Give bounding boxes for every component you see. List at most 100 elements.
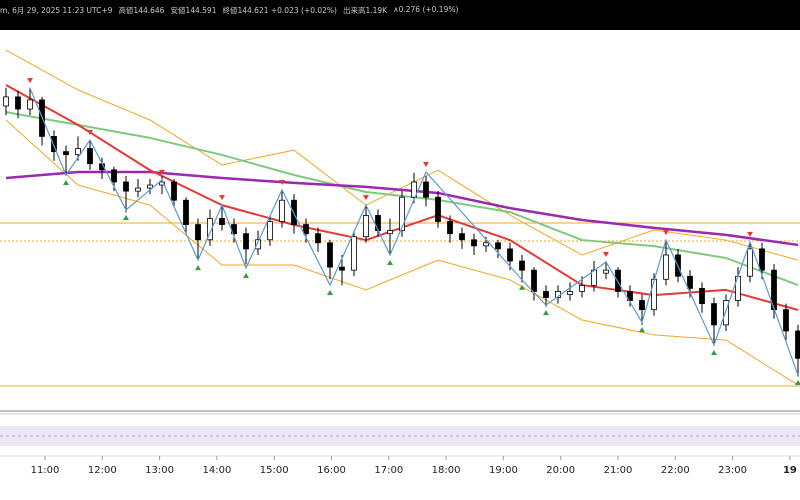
candle-body <box>147 184 153 189</box>
candle-body <box>447 221 453 235</box>
candle-body <box>543 291 549 298</box>
peak-marker <box>423 161 429 167</box>
candle-body <box>459 233 465 241</box>
candle-body <box>387 230 393 235</box>
header-time: m, 6月 29, 2025 11:23 UTC+9 <box>0 6 113 15</box>
candle-body <box>195 224 201 241</box>
candle-body <box>483 242 489 247</box>
indicator-line <box>5 119 799 386</box>
peak-marker <box>747 231 753 237</box>
candle-body <box>27 99 33 110</box>
candle-body <box>207 218 213 241</box>
header-bar: m, 6月 29, 2025 11:23 UTC+9 高値144.646 安値1… <box>0 0 800 30</box>
candle-body <box>87 148 93 165</box>
trough-marker <box>387 259 393 265</box>
candle-body <box>399 196 405 232</box>
candle-body <box>435 196 441 222</box>
candle-body <box>135 187 141 192</box>
candle-body <box>303 224 309 235</box>
candle-body <box>651 278 657 311</box>
candle-body <box>711 303 717 326</box>
candle-body <box>15 96 21 110</box>
x-tick-label: 19:00 <box>489 465 518 476</box>
candle-body <box>411 181 417 198</box>
peak-marker <box>279 179 285 185</box>
candle-body <box>423 181 429 198</box>
candle-body <box>507 248 513 262</box>
header-range: ∧0.276 (+0.19%) <box>393 5 459 14</box>
x-tick-label: 20:00 <box>546 465 575 476</box>
candle-body <box>171 181 177 201</box>
candle-body <box>639 300 645 311</box>
candle-body <box>3 96 9 107</box>
candle-body <box>783 309 789 332</box>
x-tick-label: 23:00 <box>718 465 747 476</box>
indicator-line <box>5 170 799 247</box>
trough-marker <box>123 214 129 220</box>
candle-body <box>723 300 729 326</box>
candle-body <box>315 233 321 244</box>
candle-body <box>183 199 189 225</box>
candle-body <box>267 221 273 241</box>
trough-marker <box>327 290 333 296</box>
candle-body <box>279 199 285 222</box>
candle-body <box>579 284 585 292</box>
x-tick-label: 18:00 <box>432 465 461 476</box>
trough-marker <box>63 180 69 186</box>
trough-marker <box>795 380 800 386</box>
trough-marker <box>195 265 201 271</box>
candle-body <box>471 239 477 247</box>
trough-marker <box>543 310 549 316</box>
candle-body <box>531 269 537 292</box>
candle-body <box>687 275 693 289</box>
candle-body <box>63 151 69 156</box>
zigzag-line <box>29 87 799 376</box>
candle-body <box>51 135 57 152</box>
x-tick-label: 15:00 <box>260 465 289 476</box>
candle-body <box>627 291 633 301</box>
candle-body <box>519 260 525 271</box>
trough-marker <box>711 349 717 355</box>
oscillator-band <box>0 426 800 446</box>
candle-body <box>603 269 609 274</box>
x-tick-label: 22:00 <box>661 465 690 476</box>
x-tick-label: 13:00 <box>145 465 174 476</box>
candle-body <box>375 215 381 232</box>
x-tick-label: 12:00 <box>88 465 117 476</box>
candle-body <box>75 148 81 156</box>
candle-body <box>327 242 333 268</box>
candle-body <box>699 287 705 304</box>
trough-marker <box>639 327 645 333</box>
peak-marker <box>603 251 609 257</box>
candle-body <box>111 169 117 183</box>
candle-body <box>159 181 165 186</box>
header-volume: 出来高1.19K <box>342 6 388 15</box>
candle-body <box>339 266 345 271</box>
peak-marker <box>219 195 225 201</box>
x-tick-label: 14:00 <box>202 465 231 476</box>
x-tick-label: 16:00 <box>317 465 346 476</box>
x-tick-label: 17:00 <box>374 465 403 476</box>
candle-body <box>255 239 261 250</box>
candle-body <box>363 215 369 238</box>
candle-body <box>219 218 225 225</box>
candle-body <box>747 248 753 277</box>
candle-body <box>495 242 501 250</box>
candle-body <box>351 236 357 271</box>
candle-body <box>759 248 765 271</box>
candle-body <box>243 233 249 250</box>
peak-marker <box>27 78 33 84</box>
header-high: 高値144.646 <box>118 6 165 15</box>
peak-marker <box>663 230 669 236</box>
header-low: 安値144.591 <box>170 6 217 15</box>
header-close: 終値144.621 +0.023 (+0.02%) <box>222 6 337 15</box>
candle-body <box>615 269 621 292</box>
peak-marker <box>87 130 93 136</box>
x-tick-label: 11:00 <box>31 465 60 476</box>
candle-body <box>123 181 129 192</box>
x-tick-label: 19 <box>783 465 797 476</box>
candle-body <box>795 330 800 359</box>
x-tick-label: 21:00 <box>604 465 633 476</box>
